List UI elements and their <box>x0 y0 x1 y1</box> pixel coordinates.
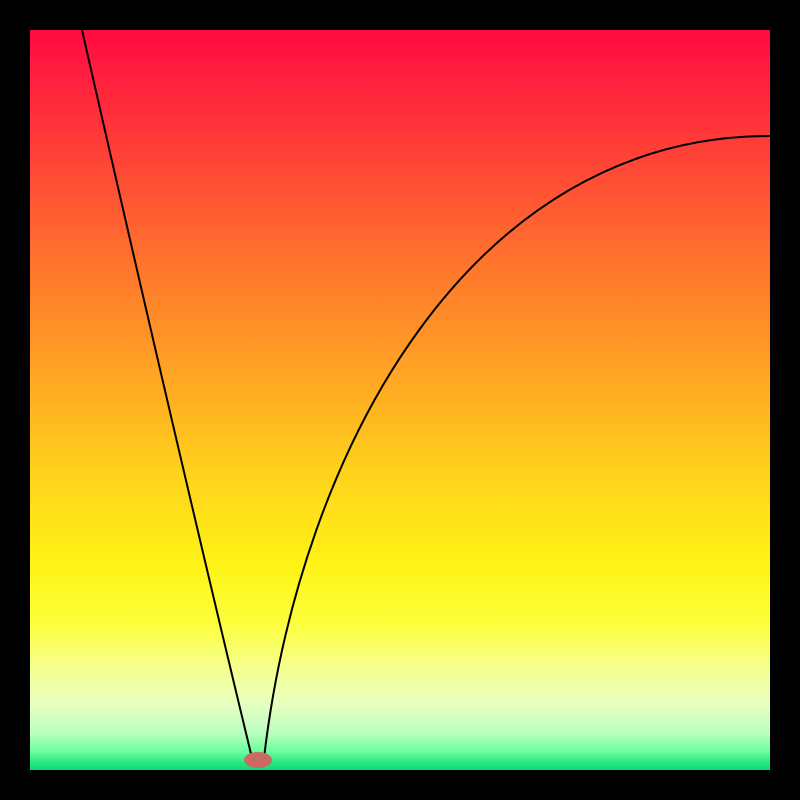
chart-frame: TheBottleneck.com <box>0 0 800 800</box>
bottleneck-chart <box>0 0 800 800</box>
minimum-marker <box>244 752 272 768</box>
plot-background-gradient <box>30 30 770 770</box>
